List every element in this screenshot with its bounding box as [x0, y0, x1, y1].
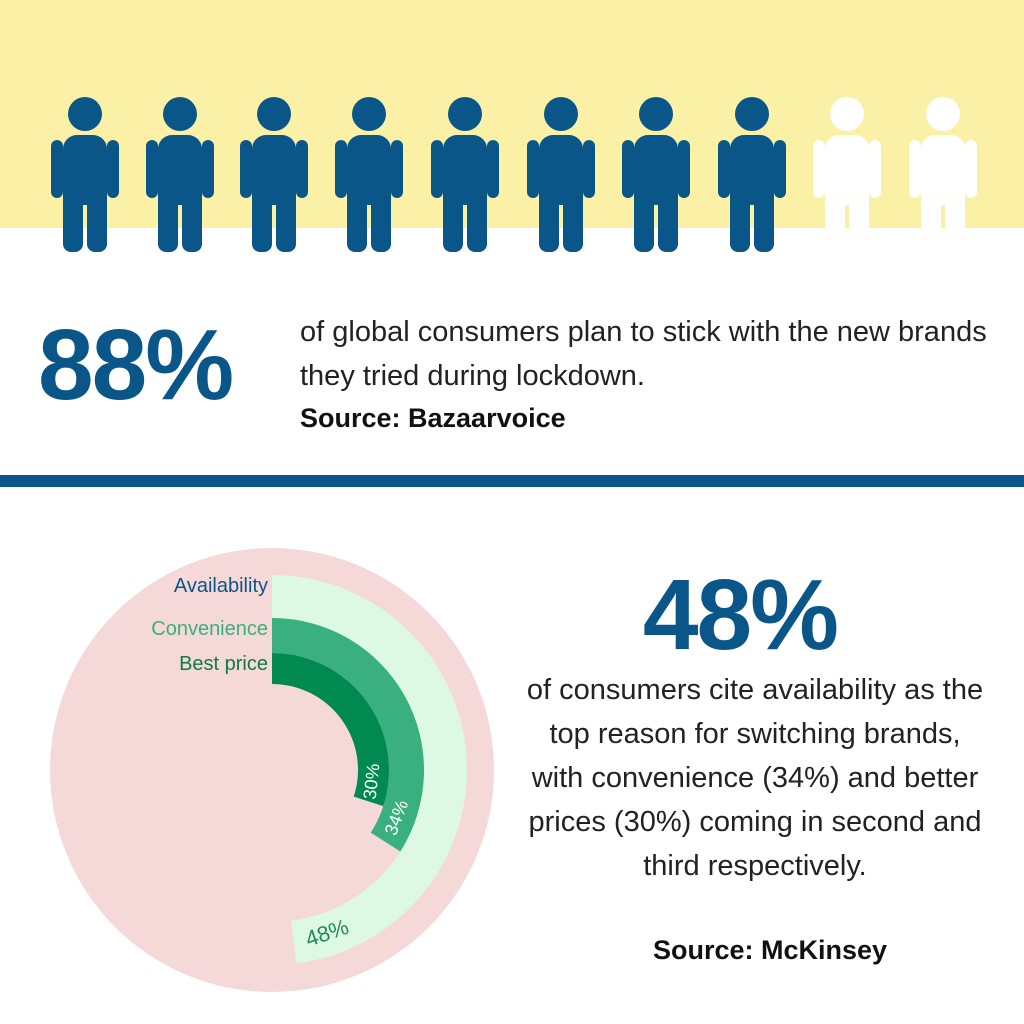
headline: 48%	[642, 559, 839, 671]
stat-text: of global consumers plan to stick with t…	[300, 316, 987, 392]
category-label: Convenience	[151, 618, 268, 640]
person-icon	[527, 97, 595, 252]
person-icon	[813, 97, 881, 252]
person-icon	[146, 97, 214, 252]
source: Source: McKinsey	[652, 935, 888, 965]
pictogram	[51, 97, 977, 252]
headline: 88%	[38, 309, 234, 421]
person-icon	[909, 97, 977, 252]
person-icon	[240, 97, 308, 252]
value-label: 30%	[360, 762, 384, 800]
divider	[0, 475, 1024, 487]
category-label: Availability	[174, 575, 268, 597]
arc-bar	[272, 653, 390, 807]
arc-bar	[272, 575, 468, 964]
stat-text: of consumers cite availability as the to…	[526, 674, 984, 882]
person-icon	[718, 97, 786, 252]
person-icon	[335, 97, 403, 252]
person-icon	[622, 97, 690, 252]
arc-bar	[272, 618, 424, 852]
source: Source: Bazaarvoice	[300, 403, 566, 433]
category-label: Best price	[179, 653, 268, 675]
person-icon	[431, 97, 499, 252]
person-icon	[51, 97, 119, 252]
